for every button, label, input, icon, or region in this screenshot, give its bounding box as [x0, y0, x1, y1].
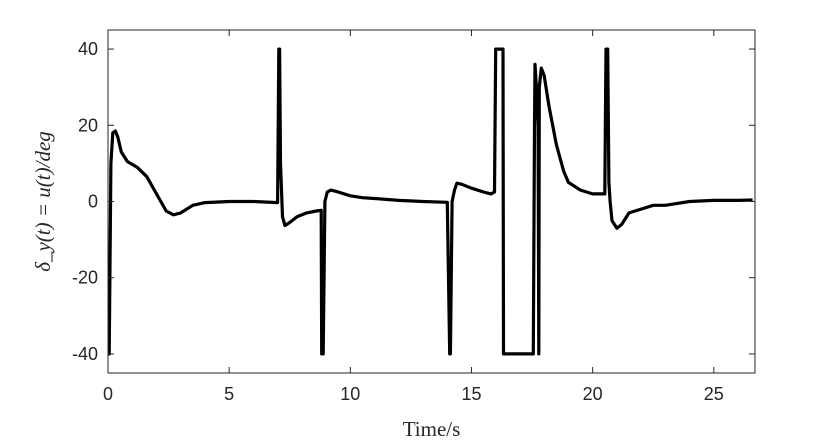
y-tick-label: 20	[78, 115, 98, 135]
ticks: 0 5 10 15 20 25 -40 -20 0 20 40	[72, 30, 755, 404]
series-line-0	[107, 47, 753, 356]
plot-content	[107, 47, 753, 356]
x-axis-label: Time/s	[403, 417, 461, 441]
y-tick-label: 40	[78, 39, 98, 59]
y-tick-label: 0	[88, 192, 98, 212]
y-axis-label: δ_y(t) = u(t)/deg	[31, 131, 55, 272]
x-tick-label: 5	[224, 384, 234, 404]
y-tick-label: -40	[72, 344, 98, 364]
x-tick-label: 15	[461, 384, 481, 404]
x-tick-label: 20	[583, 384, 603, 404]
x-tick-label: 25	[704, 384, 724, 404]
x-tick-label: 10	[340, 384, 360, 404]
y-tick-label: -20	[72, 268, 98, 288]
x-tick-label: 0	[103, 384, 113, 404]
